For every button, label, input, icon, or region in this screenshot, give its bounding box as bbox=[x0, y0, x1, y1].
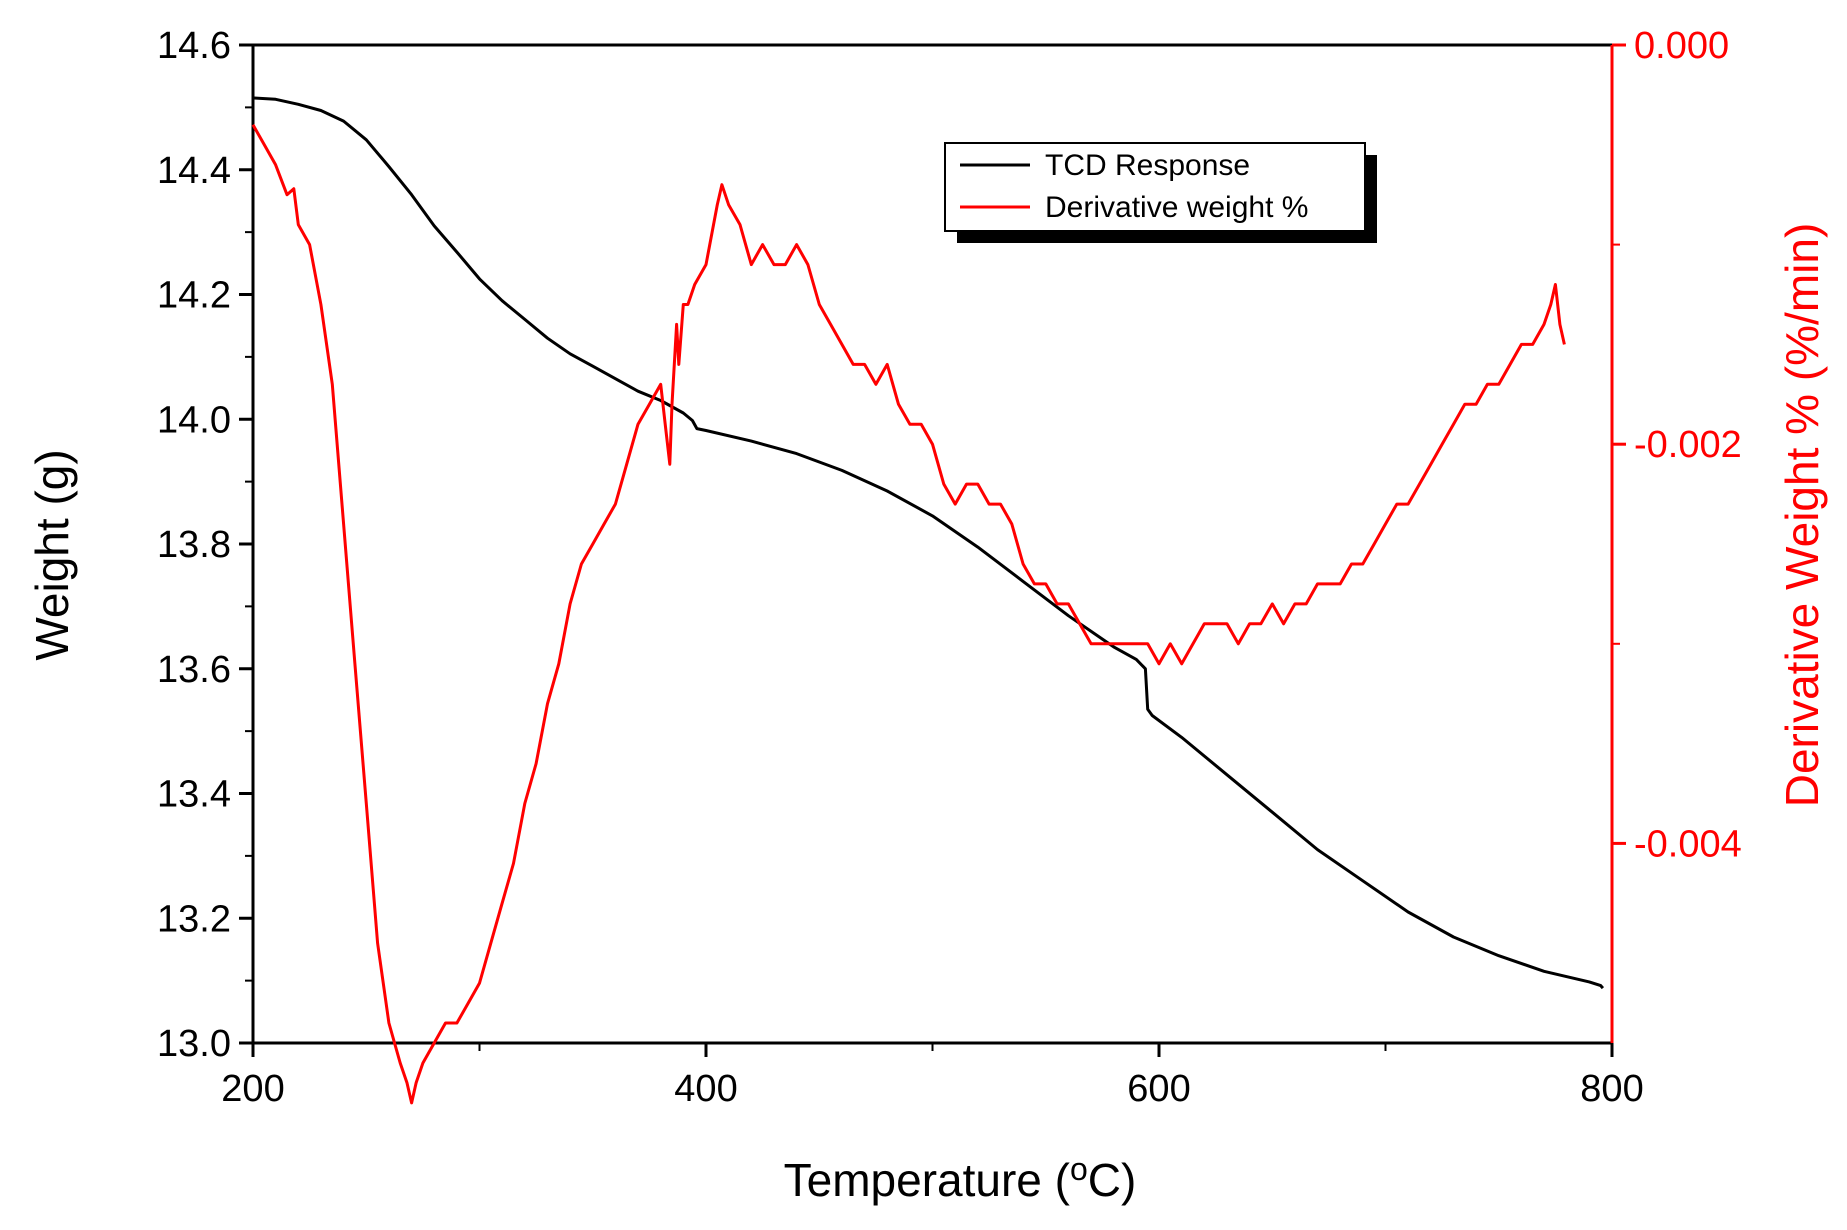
y-axis-title: Weight (g) bbox=[26, 449, 78, 660]
y-tick-label: 14.2 bbox=[157, 275, 231, 317]
y-tick-label: 13.8 bbox=[157, 524, 231, 566]
y-tick-label: 14.0 bbox=[157, 399, 231, 441]
plot-area bbox=[251, 43, 1614, 1045]
y2-axis-title: Derivative Weight % (%/min) bbox=[1776, 223, 1828, 808]
y-tick-label: 13.2 bbox=[157, 898, 231, 940]
axes-layer: 200 400 600 800 13.0 13.2 13.4 13.6 13.8 14.0 14.2… bbox=[157, 25, 1742, 1110]
y2-tick-label: -0.004 bbox=[1634, 823, 1742, 865]
x-tick-label: 600 bbox=[1127, 1068, 1190, 1110]
x-axis-title-superscript: o bbox=[1070, 1151, 1088, 1187]
y-tick-label: 14.6 bbox=[157, 25, 231, 67]
y-tick-label: 13.4 bbox=[157, 774, 231, 816]
series-line-derivative-weight bbox=[251, 124, 1566, 1105]
legend-label-derivative: Derivative weight % bbox=[1045, 191, 1308, 224]
x-tick-label: 400 bbox=[674, 1068, 737, 1110]
series-layer bbox=[251, 96, 1605, 1105]
y2-tick-label: -0.002 bbox=[1634, 424, 1742, 466]
x-axis-title-tail: C) bbox=[1088, 1154, 1137, 1206]
x-axis-title-main: Temperature ( bbox=[784, 1154, 1071, 1206]
y-tick-label: 13.0 bbox=[157, 1023, 231, 1065]
y-tick-label: 13.6 bbox=[157, 649, 231, 691]
x-axis-title: Temperature (oC) bbox=[784, 1151, 1137, 1206]
y-tick-label: 14.4 bbox=[157, 150, 231, 192]
x-tick-label: 200 bbox=[221, 1068, 284, 1110]
x-tick-label: 800 bbox=[1580, 1068, 1643, 1110]
series-line-tcd-response bbox=[252, 96, 1605, 990]
legend-label-tcd: TCD Response bbox=[1045, 149, 1250, 182]
y2-tick-label: 0.000 bbox=[1634, 25, 1729, 67]
legend: TCD Response Derivative weight % bbox=[944, 142, 1377, 243]
legend-box bbox=[944, 142, 1366, 232]
